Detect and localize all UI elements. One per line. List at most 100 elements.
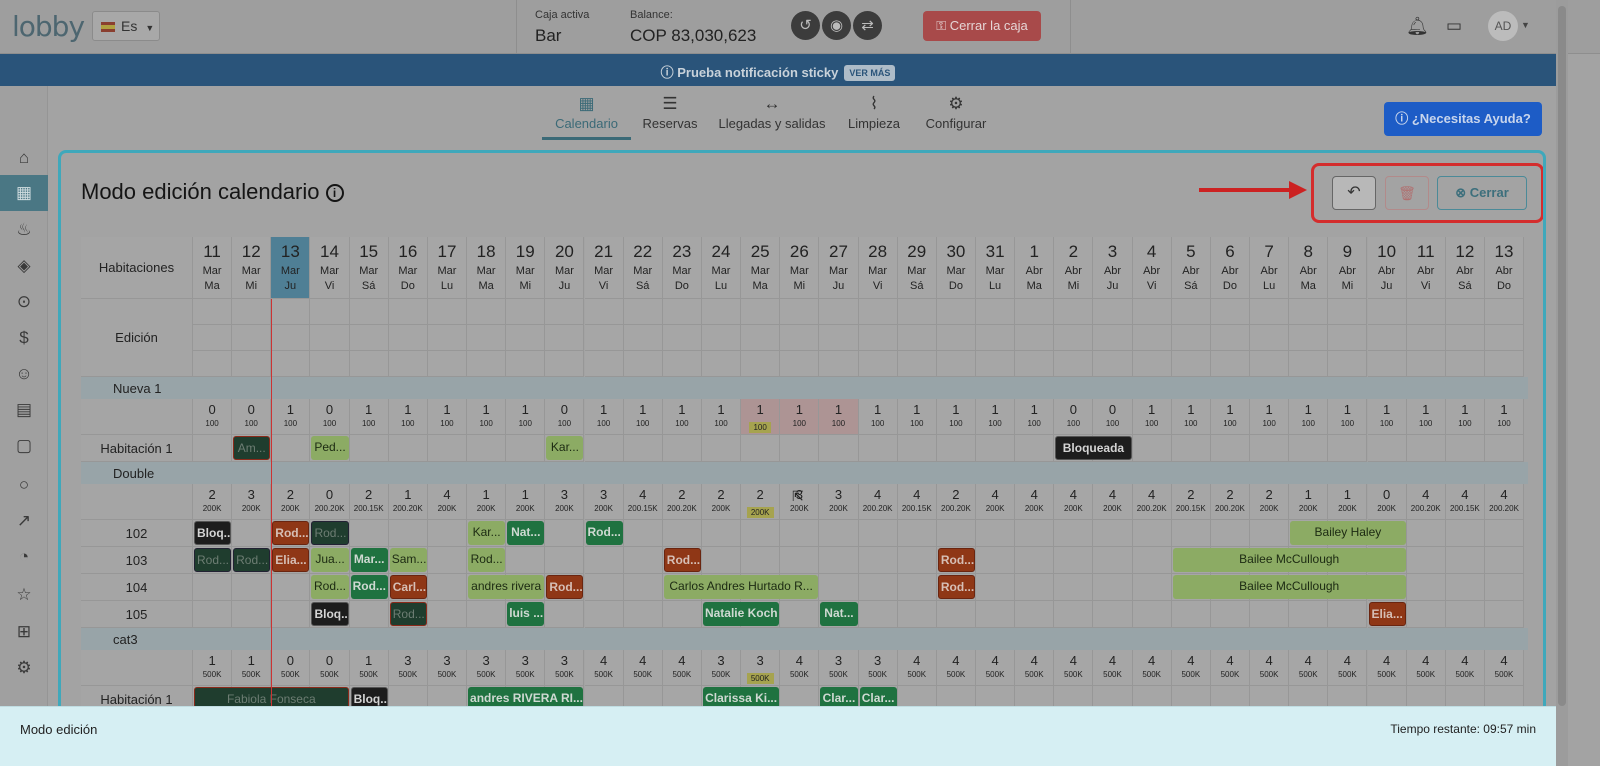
- availability-cell[interactable]: 4 500K: [1445, 650, 1485, 686]
- room-day-cell[interactable]: [1445, 435, 1485, 462]
- dollar-icon[interactable]: $: [19, 328, 29, 347]
- availability-cell[interactable]: 1 200K: [1328, 484, 1368, 520]
- availability-cell[interactable]: 4 200.15K: [623, 484, 663, 520]
- home-icon[interactable]: ⌂: [18, 148, 30, 167]
- availability-cell[interactable]: 4 500K: [584, 650, 624, 686]
- edit-cell[interactable]: [819, 325, 859, 351]
- room-day-cell[interactable]: [780, 547, 820, 574]
- edit-cell[interactable]: [193, 325, 233, 351]
- day-header[interactable]: 4 Abr Vi: [1132, 237, 1172, 299]
- room-day-cell[interactable]: [1132, 547, 1172, 574]
- reservation-block[interactable]: Carlos Andres Hurtado R...: [663, 575, 819, 599]
- room-day-cell[interactable]: [193, 574, 233, 601]
- day-header[interactable]: 13 Abr Do: [1484, 237, 1525, 299]
- room-day-cell[interactable]: [427, 435, 468, 462]
- room-day-cell[interactable]: [819, 574, 859, 601]
- day-header[interactable]: 24 Mar Lu: [701, 237, 742, 299]
- edit-cell[interactable]: [741, 325, 781, 351]
- users-icon[interactable]: ☺: [15, 364, 33, 383]
- reservation-block[interactable]: Rod...: [350, 575, 388, 599]
- day-header[interactable]: 11 Mar Ma: [193, 237, 233, 299]
- reservation-block[interactable]: Ped...: [311, 436, 349, 460]
- room-day-cell[interactable]: [271, 574, 311, 601]
- edit-cell[interactable]: [1484, 351, 1525, 377]
- edit-cell[interactable]: [1367, 325, 1407, 351]
- availability-cell[interactable]: 0 500K: [271, 650, 311, 686]
- availability-cell[interactable]: 1 100: [1132, 399, 1172, 435]
- room-day-cell[interactable]: [1484, 574, 1525, 601]
- edit-cell[interactable]: [310, 299, 350, 325]
- edit-cell[interactable]: [1015, 351, 1055, 377]
- day-header[interactable]: 6 Abr Do: [1210, 237, 1251, 299]
- close-edit-button[interactable]: ⊗ Cerrar: [1437, 176, 1527, 210]
- availability-cell[interactable]: 3 500K: [701, 650, 742, 686]
- room-day-cell[interactable]: [858, 435, 898, 462]
- availability-cell[interactable]: 1 100: [1484, 399, 1525, 435]
- room-day-cell[interactable]: [662, 520, 702, 547]
- room-day-cell[interactable]: [467, 435, 507, 462]
- restaurant-icon[interactable]: ♨: [16, 220, 32, 239]
- room-day-cell[interactable]: [701, 520, 742, 547]
- room-day-cell[interactable]: [936, 520, 976, 547]
- edit-cell[interactable]: [623, 325, 663, 351]
- availability-cell[interactable]: 4 500K: [1132, 650, 1172, 686]
- availability-cell[interactable]: 2 200K: [701, 484, 742, 520]
- edit-cell[interactable]: [349, 351, 389, 377]
- edit-cell[interactable]: [623, 299, 663, 325]
- chart-line-icon[interactable]: ↗: [16, 511, 32, 530]
- reservation-block[interactable]: Mar...: [350, 548, 388, 572]
- edit-cell[interactable]: [819, 299, 859, 325]
- room-day-cell[interactable]: [1171, 435, 1211, 462]
- room-day-cell[interactable]: [545, 520, 585, 547]
- availability-cell[interactable]: 1 200K: [467, 484, 507, 520]
- edit-cell[interactable]: [741, 299, 781, 325]
- day-header[interactable]: 13 Mar Ju: [271, 237, 311, 299]
- edit-cell[interactable]: [1484, 325, 1525, 351]
- availability-cell[interactable]: 4 200.20K: [1132, 484, 1172, 520]
- room-day-cell[interactable]: [976, 574, 1016, 601]
- reservation-block[interactable]: Nat...: [507, 521, 545, 545]
- room-day-cell[interactable]: [976, 547, 1016, 574]
- register-icon[interactable]: ▤: [15, 400, 33, 419]
- availability-cell[interactable]: 1 500K: [349, 650, 389, 686]
- day-header[interactable]: 26 Mar Mi: [780, 237, 820, 299]
- availability-cell[interactable]: 4 200K: [976, 484, 1016, 520]
- edit-cell[interactable]: [897, 325, 937, 351]
- edit-cell[interactable]: [976, 351, 1016, 377]
- room-day-cell[interactable]: [1015, 601, 1055, 628]
- availability-cell[interactable]: 1 100: [741, 399, 781, 435]
- room-day-cell[interactable]: [819, 435, 859, 462]
- edit-cell[interactable]: [584, 299, 624, 325]
- availability-cell[interactable]: 4 200.20K: [1484, 484, 1525, 520]
- room-day-cell[interactable]: [858, 574, 898, 601]
- room-day-cell[interactable]: [1445, 520, 1485, 547]
- reservation-block[interactable]: andres rivera: [468, 575, 545, 599]
- edit-cell[interactable]: [1093, 299, 1133, 325]
- reservation-block[interactable]: Bailey Haley: [1290, 521, 1406, 545]
- availability-cell[interactable]: 4 500K: [1093, 650, 1133, 686]
- day-header[interactable]: 9 Abr Mi: [1328, 237, 1368, 299]
- edit-cell[interactable]: [1289, 351, 1329, 377]
- availability-cell[interactable]: 1 100: [1367, 399, 1407, 435]
- tab-limpieza[interactable]: ⌇ Limpieza: [844, 94, 904, 140]
- room-day-cell[interactable]: [1132, 520, 1172, 547]
- edit-cell[interactable]: [1132, 325, 1172, 351]
- availability-cell[interactable]: 1 100: [1445, 399, 1485, 435]
- reservation-block[interactable]: Bailee McCullough: [1172, 575, 1406, 599]
- room-day-cell[interactable]: [623, 547, 663, 574]
- day-header[interactable]: 28 Mar Vi: [858, 237, 898, 299]
- availability-cell[interactable]: 3 500K: [506, 650, 546, 686]
- availability-cell[interactable]: 4 500K: [936, 650, 976, 686]
- room-day-cell[interactable]: [976, 520, 1016, 547]
- room-day-cell[interactable]: [427, 520, 468, 547]
- availability-cell[interactable]: 0 100: [310, 399, 350, 435]
- room-day-cell[interactable]: [545, 601, 585, 628]
- edit-cell[interactable]: [1210, 299, 1251, 325]
- room-day-cell[interactable]: [897, 520, 937, 547]
- availability-cell[interactable]: 4 200K: [1093, 484, 1133, 520]
- room-day-cell[interactable]: [780, 520, 820, 547]
- edit-cell[interactable]: [936, 325, 976, 351]
- reservation-block[interactable]: Natalie Koch: [702, 602, 780, 626]
- availability-cell[interactable]: 1 100: [1406, 399, 1446, 435]
- edit-cell[interactable]: [545, 299, 585, 325]
